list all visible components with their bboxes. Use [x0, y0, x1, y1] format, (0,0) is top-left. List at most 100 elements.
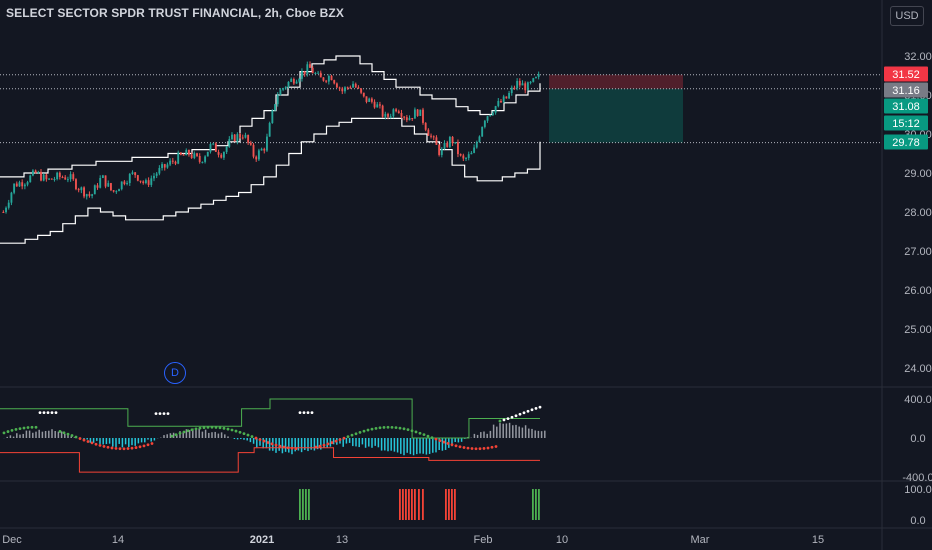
signal-bar: [532, 489, 534, 520]
candle-body: [182, 154, 185, 156]
candle-body: [128, 174, 131, 184]
candle-body: [438, 144, 441, 155]
signal-dot: [26, 426, 30, 429]
candle-body: [96, 185, 99, 188]
candle-body: [489, 114, 492, 117]
signal-dot: [454, 444, 458, 448]
candle-body: [13, 183, 16, 193]
signal-dot: [502, 418, 506, 422]
candle-body: [136, 175, 139, 181]
signal-dot: [526, 409, 530, 413]
candle-body: [300, 71, 303, 79]
signal-dot: [46, 411, 50, 415]
candle-body: [241, 137, 244, 139]
candle-body: [34, 170, 37, 173]
signal-dot: [442, 440, 446, 444]
candle-body: [395, 109, 398, 112]
signal-dot: [166, 412, 170, 416]
signal-dot: [254, 436, 258, 440]
candle-body: [532, 78, 535, 82]
signal-dot: [198, 426, 202, 430]
candle-body: [292, 79, 295, 84]
y-tick-label: 27.00: [904, 246, 932, 258]
price-label-bg: [884, 82, 928, 98]
candle-body: [392, 109, 395, 117]
candle-body: [360, 88, 363, 93]
y-tick-label: 25.00: [904, 324, 932, 336]
upper-band-line: [0, 55, 541, 178]
candle-body: [163, 164, 166, 168]
candle-body: [150, 178, 153, 185]
signal-dot: [430, 436, 434, 440]
signal-dot: [326, 442, 330, 446]
signal-dot: [218, 426, 222, 430]
signal-dot: [478, 447, 482, 451]
candle-body: [440, 148, 443, 155]
candle-body: [99, 177, 102, 188]
signal-dot: [206, 425, 210, 429]
signal-dot: [242, 432, 246, 436]
candle-body: [66, 179, 69, 181]
signal-bar: [408, 489, 410, 520]
signal-dot: [70, 434, 74, 437]
signal-bar: [302, 489, 304, 520]
signal-dot: [146, 443, 150, 447]
candle-body: [158, 168, 161, 174]
candle-body: [120, 181, 123, 190]
y-tick-label: 28.00: [904, 207, 932, 219]
candle-body: [212, 143, 215, 145]
candle-body: [50, 178, 53, 180]
signal-dot: [410, 429, 414, 433]
chart-title: SELECT SECTOR SPDR TRUST FINANCIAL, 2h, …: [6, 6, 344, 20]
candle-body: [303, 71, 306, 75]
signal-dot: [378, 426, 382, 430]
candle-body: [139, 180, 142, 182]
dividend-marker[interactable]: D: [164, 362, 186, 384]
candle-body: [335, 83, 338, 88]
candle-body: [473, 147, 476, 153]
signal-dot: [522, 411, 526, 415]
signal-dot: [54, 411, 58, 415]
candle-body: [481, 126, 484, 137]
signal-bar: [418, 489, 420, 520]
signal-dot: [510, 415, 514, 419]
candle-body: [209, 143, 212, 152]
signal-dot: [466, 446, 470, 450]
candle-body: [535, 76, 537, 79]
candle-body: [233, 134, 236, 142]
candle-body: [118, 189, 120, 192]
signal-dot: [330, 441, 334, 444]
candle-body: [462, 155, 465, 159]
price-label: 31.16: [892, 85, 920, 97]
candle-body: [64, 177, 67, 180]
candle-body: [381, 105, 384, 117]
candle-body: [185, 150, 188, 156]
signal-dot: [302, 411, 306, 415]
candle-body: [454, 142, 457, 144]
signal-dot: [434, 437, 438, 441]
candle-body: [91, 194, 94, 196]
target-zone: [549, 88, 683, 143]
signal-dot: [362, 429, 366, 433]
candle-body: [75, 179, 77, 190]
candle-body: [15, 183, 18, 187]
signal-dot: [230, 428, 234, 432]
signal-dot: [514, 414, 518, 418]
candle-body: [352, 83, 354, 88]
signal-dot: [250, 435, 254, 438]
signal-dot: [234, 429, 238, 433]
x-tick-label: Feb: [474, 534, 493, 546]
candle-body: [2, 212, 5, 213]
osc-histogram: [3, 422, 546, 456]
signal-dot: [366, 428, 370, 432]
candle-body: [298, 78, 301, 82]
candle-body: [526, 82, 529, 91]
signal-dot: [506, 417, 510, 421]
signal-dot: [470, 447, 474, 450]
signal-dot: [298, 411, 302, 415]
candle-body: [7, 202, 10, 208]
currency-button[interactable]: USD: [890, 6, 924, 26]
signal-dot: [450, 443, 454, 447]
candle-body: [225, 146, 228, 153]
